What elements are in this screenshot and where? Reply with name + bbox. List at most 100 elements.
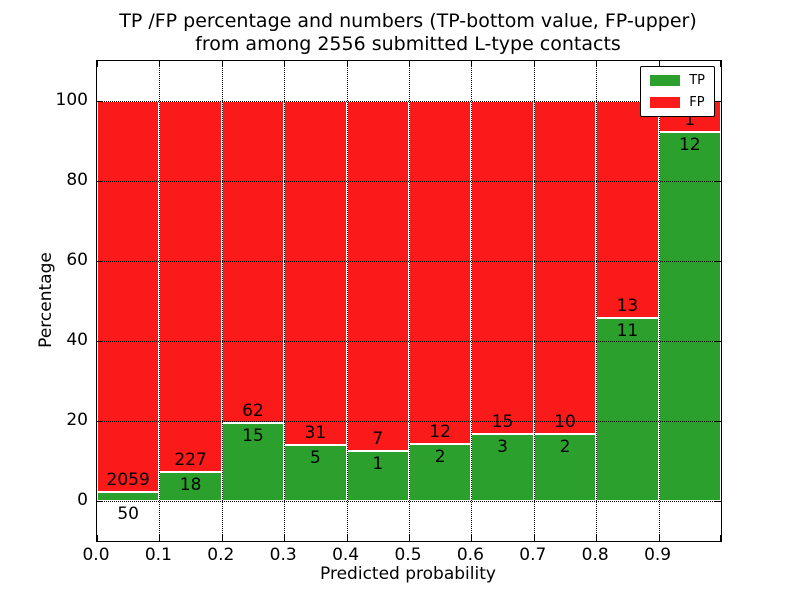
bar-label-tp: 18 — [179, 474, 202, 495]
fp-legend-label: FP — [689, 95, 705, 110]
bar-label-fp: 7 — [372, 429, 384, 449]
x-tick-label: 0.8 — [581, 545, 609, 565]
bar-label-tp: 1 — [372, 454, 384, 474]
vertical-gridline — [471, 61, 473, 541]
bar-label-fp: 10 — [554, 412, 576, 433]
bar-label-tp: 11 — [616, 320, 639, 341]
legend: TP FP — [640, 66, 715, 117]
x-tick-label: 0.5 — [394, 545, 422, 565]
bar-segment-tp — [159, 471, 222, 501]
x-tick-mark — [284, 61, 286, 67]
horizontal-gridline — [97, 101, 721, 102]
bar-segment-fp — [284, 101, 347, 446]
y-tick-mark — [715, 421, 721, 422]
bar-label-tp: 50 — [117, 503, 139, 524]
bar-segment-tp — [471, 434, 534, 501]
bar-segment-tp — [221, 423, 285, 501]
bar-segment-tp — [533, 434, 597, 501]
x-tick-mark — [221, 535, 223, 541]
x-tick-mark — [720, 61, 721, 67]
vertical-gridline — [284, 61, 286, 541]
bar-label-tp: 3 — [497, 437, 508, 458]
x-tick-mark — [221, 61, 223, 67]
y-tick-mark — [715, 341, 721, 342]
x-tick-mark — [346, 535, 348, 541]
x-tick-label: 0.6 — [456, 545, 484, 565]
x-tick-mark — [159, 61, 161, 67]
bar-segment-fp — [346, 101, 409, 451]
vertical-gridline — [221, 61, 223, 541]
bar-label-fp: 15 — [491, 412, 514, 433]
vertical-gridline — [409, 61, 410, 541]
x-tick-mark — [97, 61, 98, 67]
bar-segment-fp — [596, 101, 659, 318]
vertical-gridline — [596, 61, 598, 541]
bar-label-fp: 12 — [429, 421, 451, 442]
x-tick-mark — [284, 535, 286, 541]
x-tick-mark — [658, 61, 660, 67]
bar-label-fp: 227 — [174, 449, 207, 470]
horizontal-gridline — [97, 341, 721, 342]
bar-label-tp: 5 — [309, 448, 321, 469]
x-tick-mark — [159, 535, 161, 541]
vertical-gridline — [159, 61, 161, 541]
y-tick-mark — [97, 501, 103, 502]
y-tick-label: 20 — [66, 410, 88, 430]
x-tick-mark — [658, 535, 660, 541]
y-tick-mark — [97, 261, 103, 262]
bar-segment-fp — [159, 101, 222, 472]
bar-segment-fp — [533, 101, 597, 435]
fp-legend-swatch-icon — [650, 97, 681, 108]
x-tick-mark — [471, 61, 473, 67]
x-tick-label: 0.7 — [519, 545, 547, 565]
x-tick-mark — [533, 535, 535, 541]
x-tick-label: 0.2 — [207, 545, 235, 565]
x-tick-mark — [409, 61, 410, 67]
plot-area: TP FP 2059 50 227 18 62 15 31 5 7 1 12 2 15 3 10 2 13 11 1… — [96, 60, 722, 542]
bar-label-fp: 13 — [616, 295, 639, 316]
legend-entry-tp: TP — [650, 74, 705, 87]
x-tick-mark — [720, 535, 721, 541]
bar-label-fp: 31 — [304, 423, 327, 444]
bar-label-tp: 2 — [434, 446, 446, 467]
y-tick-mark — [715, 261, 721, 262]
chart-title-line1: TP /FP percentage and numbers (TP-bottom… — [119, 10, 697, 32]
x-axis-label: Predicted probability — [320, 564, 496, 584]
y-tick-mark — [715, 101, 721, 102]
horizontal-gridline — [97, 421, 721, 422]
bar-label-fp: 62 — [242, 401, 264, 422]
chart-title-line2: from among 2556 submitted L-type contact… — [195, 33, 621, 55]
bar-segment-fp — [409, 101, 472, 444]
x-tick-label: 0.0 — [82, 545, 110, 565]
tp-legend-label: TP — [689, 73, 705, 88]
bar-label-tp: 15 — [242, 426, 264, 447]
y-tick-mark — [97, 101, 103, 102]
chart-title: TP /FP percentage and numbers (TP-bottom… — [96, 10, 720, 56]
bar-segment-tp — [97, 491, 160, 501]
legend-entry-fp: FP — [650, 96, 705, 109]
y-tick-label: 100 — [55, 90, 88, 110]
y-tick-mark — [715, 501, 721, 502]
x-tick-label: 0.1 — [144, 545, 172, 565]
x-tick-label: 0.3 — [269, 545, 297, 565]
bar-label-tp: 2 — [559, 437, 571, 458]
horizontal-gridline — [97, 261, 721, 262]
y-tick-mark — [97, 421, 103, 422]
vertical-gridline — [533, 61, 535, 541]
x-tick-mark — [596, 61, 598, 67]
horizontal-gridline — [97, 181, 721, 182]
y-tick-label: 60 — [66, 250, 88, 270]
y-tick-mark — [97, 341, 103, 342]
y-tick-mark — [715, 181, 721, 182]
horizontal-gridline — [97, 501, 721, 502]
bar-label-fp: 1 — [684, 109, 696, 130]
bar-segment-fp — [221, 101, 285, 424]
bar-segment-tp — [596, 317, 659, 501]
bar-label-fp: 2059 — [106, 469, 150, 490]
tp-legend-swatch-icon — [650, 75, 681, 86]
bar-label-tp: 12 — [678, 134, 701, 155]
bar-segment-tp — [284, 445, 347, 501]
y-tick-label: 80 — [66, 170, 88, 190]
y-tick-label: 0 — [77, 490, 88, 510]
